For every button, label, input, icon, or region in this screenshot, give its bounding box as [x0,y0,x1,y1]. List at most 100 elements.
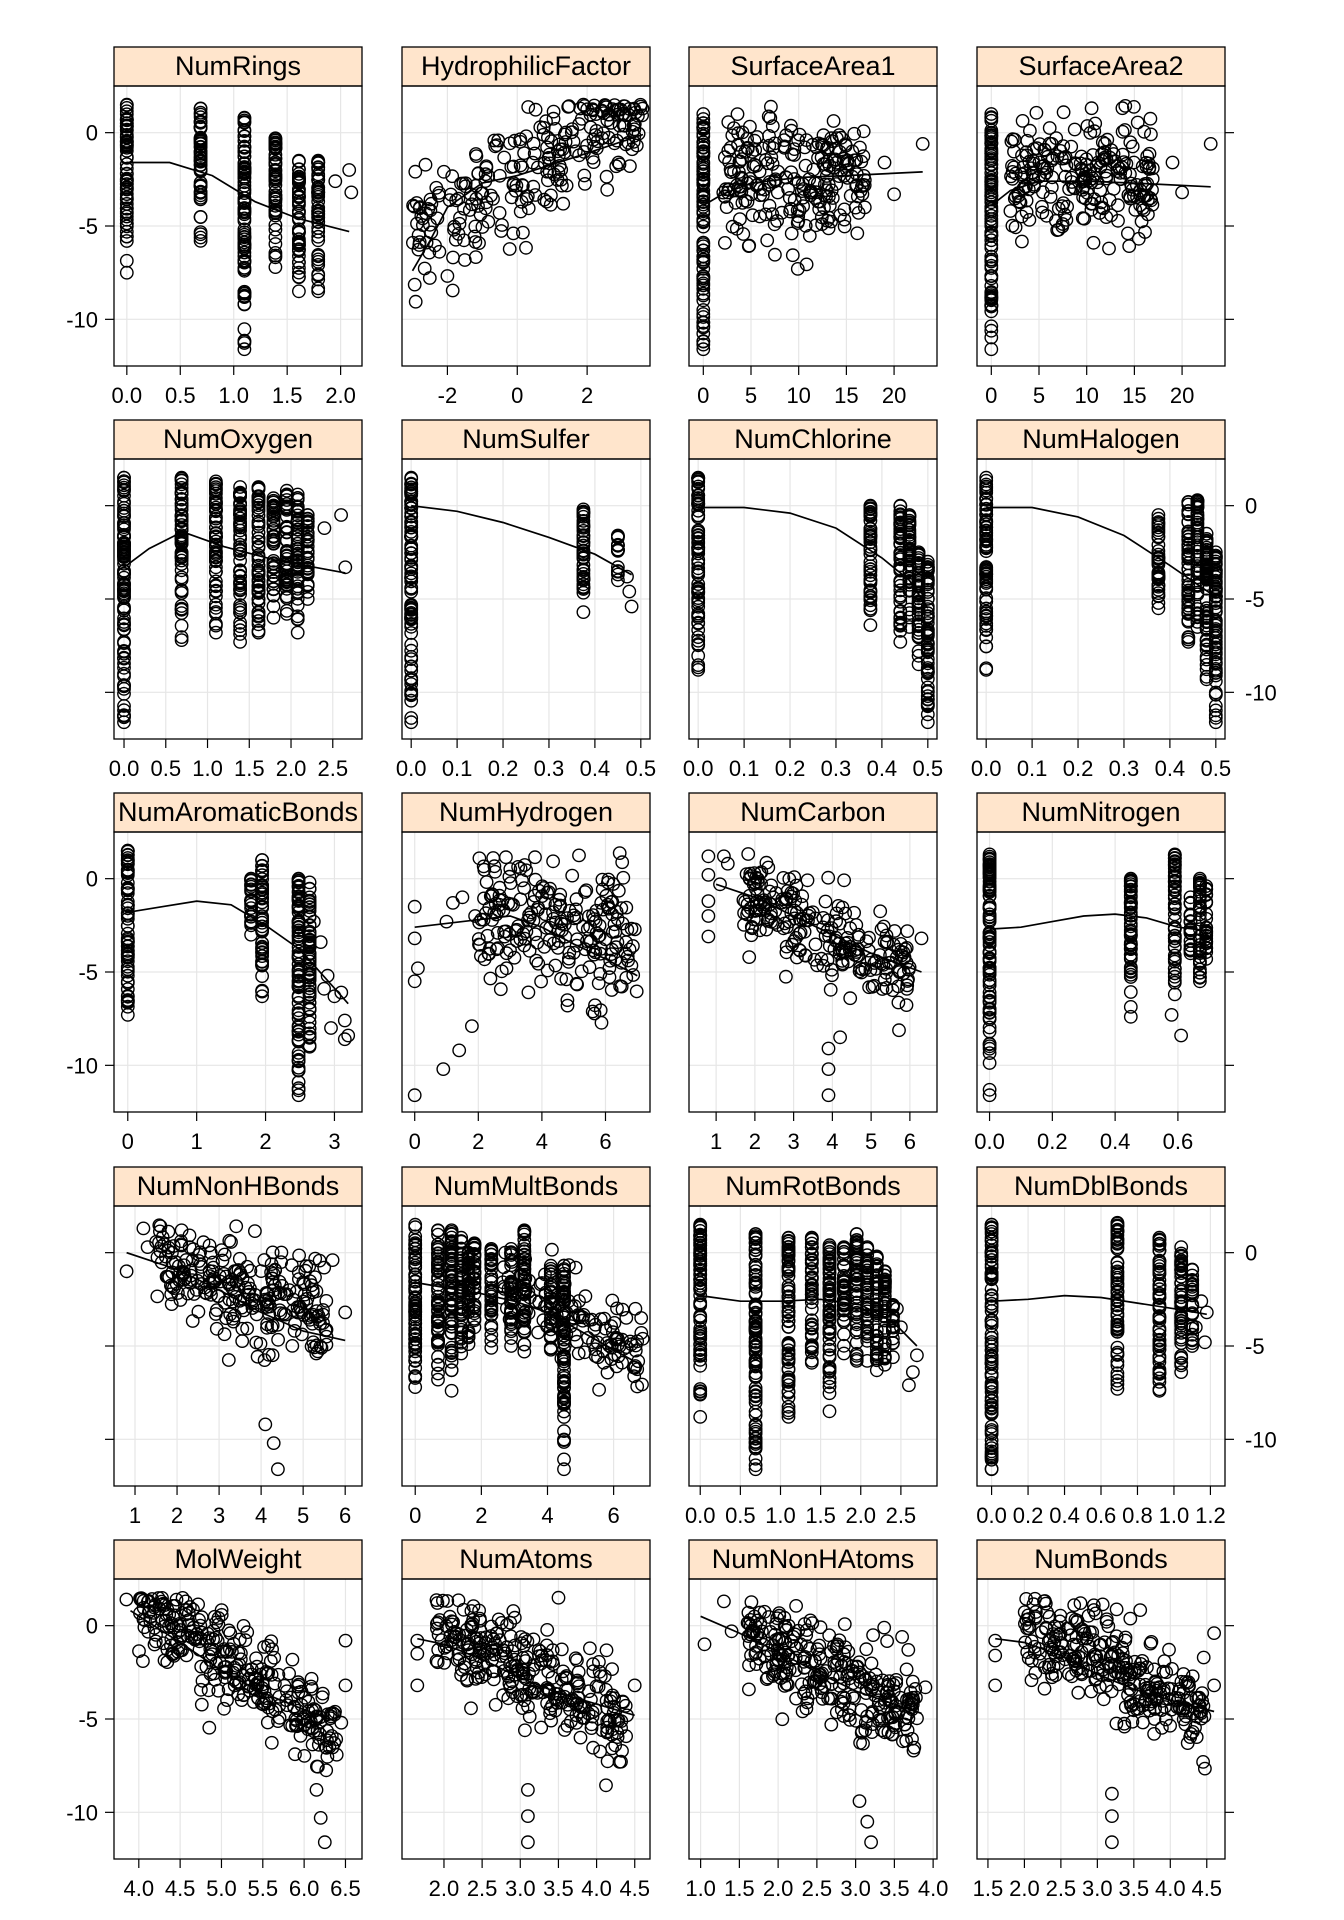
data-point [311,185,326,200]
data-point [1199,548,1214,562]
data-point [979,481,994,495]
data-point [556,196,571,211]
data-point [494,1290,509,1305]
data-point [266,599,281,614]
data-point [1208,545,1223,560]
data-point [251,531,266,546]
data-point [444,1241,459,1255]
data-point [502,1312,517,1327]
data-point [604,983,619,997]
data-point [444,1234,459,1249]
data-point [528,188,543,202]
data-point [180,1286,195,1301]
data-point [120,934,135,949]
data-point [499,1301,514,1316]
data-point [259,1286,274,1300]
data-point [607,917,622,932]
data-point [431,1314,445,1329]
data-point [920,609,935,624]
data-point [522,943,537,958]
data-point [829,141,843,156]
data-point [431,1372,445,1387]
data-point [119,112,134,127]
data-point [291,265,306,280]
y-tick-label: -10 [66,307,98,332]
data-point [174,606,189,620]
data-point [404,687,419,702]
data-point [979,528,994,543]
data-point [891,979,906,994]
data-point [120,968,135,983]
data-point [193,227,208,242]
data-point [727,164,741,179]
x-tick-label: 0.1 [442,756,473,781]
data-point [1199,614,1214,628]
data-point [404,546,419,561]
data-point [404,671,419,685]
data-point [799,257,814,272]
data-point [467,1236,482,1251]
data-point [284,1258,299,1273]
data-point [271,1332,285,1347]
panel-hydrophilicfactor: HydrophilicFactor-2 0 2 [401,46,651,408]
data-point [557,1424,571,1439]
data-point [268,131,283,146]
data-point [920,599,935,614]
data-point [526,136,541,151]
data-point [1199,941,1214,956]
data-point [691,606,706,621]
data-point [404,580,419,595]
x-tick-label: 2 [749,1129,761,1154]
data-point [829,177,844,191]
data-point [911,626,926,640]
data-point [863,506,878,521]
data-point [408,1369,423,1383]
data-point [404,571,419,586]
x-tick-label: 15 [1122,383,1146,408]
data-point [174,536,189,550]
data-point [1199,945,1214,959]
data-point [1123,189,1138,204]
data-point [492,880,507,895]
data-point [454,1346,469,1361]
data-point [1123,879,1138,894]
data-point [504,1248,518,1262]
data-point [599,169,614,184]
data-point [237,175,252,190]
x-tick-label: 5 [297,1503,309,1528]
data-point [1141,192,1155,207]
data-point [548,958,563,973]
data-point [982,938,997,952]
data-point [483,971,498,986]
data-point [529,953,544,968]
data-point [300,525,315,540]
x-tick-label: 5 [1033,383,1045,408]
data-point [290,1300,305,1315]
loess-smooth-line [126,161,350,233]
data-point [1049,213,1063,228]
strip-title: NumSulfer [462,424,590,454]
data-point [852,964,867,979]
data-point [240,1321,255,1336]
data-point [455,890,470,905]
data-point [713,877,727,892]
data-point [286,1303,301,1318]
data-point [407,974,422,989]
x-tick-label: 20 [882,383,906,408]
data-point [634,1311,649,1325]
data-point [517,1223,532,1238]
data-point [691,525,706,540]
data-point [468,250,483,265]
data-point [1086,235,1101,250]
data-point [549,1308,564,1323]
data-point [405,235,420,250]
data-point [1181,588,1196,603]
data-point [1143,111,1158,126]
data-point [1059,158,1074,173]
data-point [408,1380,423,1395]
panel-frame [688,85,938,367]
data-point [1208,614,1223,629]
data-point [1022,154,1037,169]
data-point [503,1306,518,1320]
